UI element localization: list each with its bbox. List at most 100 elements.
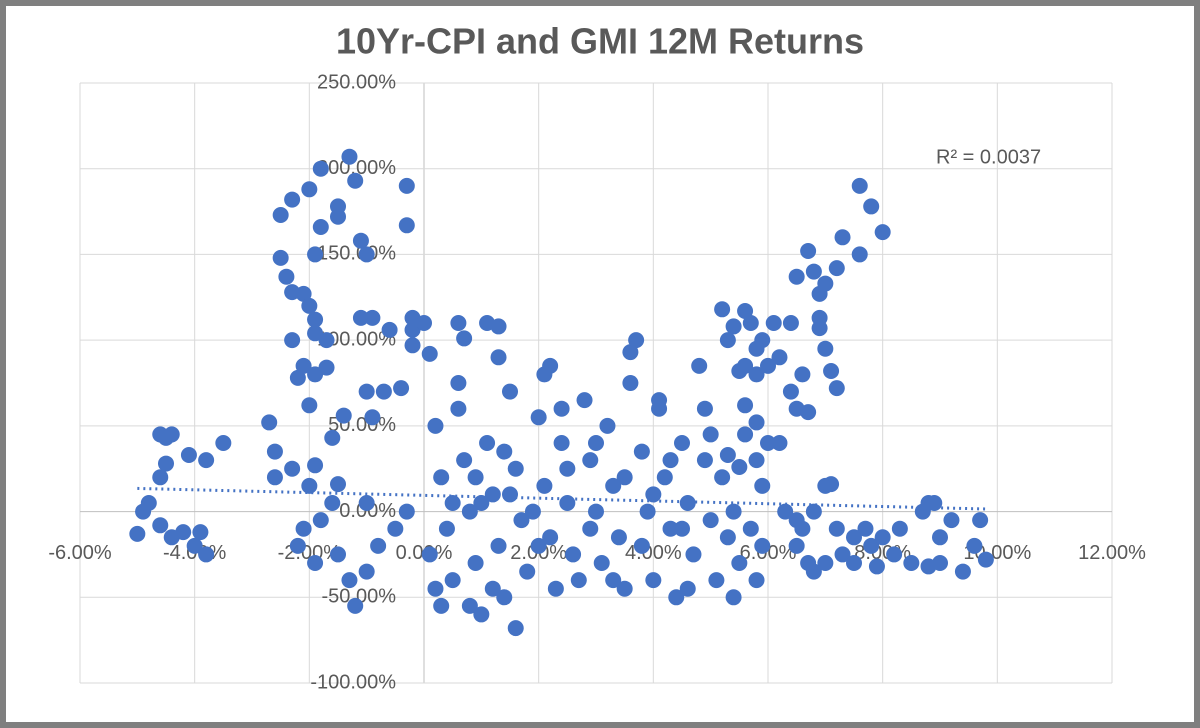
scatter-point [272, 207, 289, 223]
scatter-point [307, 311, 324, 328]
scatter-point [301, 181, 318, 198]
scatter-point [760, 357, 776, 374]
scatter-point [553, 400, 570, 417]
scatter-point [330, 546, 346, 563]
scatter-point [381, 321, 398, 338]
scatter-point [404, 337, 421, 354]
scatter-point [628, 332, 645, 349]
scatter-point [324, 429, 341, 446]
scatter-point [295, 520, 312, 537]
scatter-point [484, 486, 501, 503]
scatter-point [605, 477, 622, 494]
scatter-point [719, 447, 736, 463]
scatter-point [450, 315, 467, 331]
scatter-point [473, 606, 490, 623]
scatter-point [502, 383, 518, 400]
scatter-point [301, 397, 318, 414]
scatter-point [335, 407, 352, 424]
scatter-point [846, 555, 862, 571]
scatter-point [370, 537, 387, 554]
scatter-point [656, 469, 673, 486]
scatter-point [433, 469, 450, 486]
scatter-point [811, 320, 828, 337]
scatter-point [536, 366, 553, 383]
scatter-point [186, 537, 203, 554]
scatter-point [977, 551, 994, 568]
scatter-point [490, 537, 507, 554]
scatter-point [748, 366, 765, 383]
scatter-point [318, 332, 335, 349]
scatter-point [352, 309, 369, 326]
scatter-point [610, 529, 627, 546]
scatter-point [284, 332, 301, 349]
scatter-point [559, 495, 576, 511]
scatter-point [450, 400, 467, 417]
scatter-point [358, 495, 375, 511]
scatter-point [519, 563, 536, 580]
scatter-point [696, 452, 713, 469]
scatter-point [593, 555, 610, 571]
scatter-point [857, 520, 874, 537]
scatter-point [507, 620, 524, 637]
scatter-point [605, 572, 622, 589]
scatter-point [330, 476, 346, 493]
scatter-point [633, 537, 650, 554]
scatter-point [662, 452, 679, 469]
scatter-point [622, 375, 639, 391]
scatter-point [198, 546, 215, 563]
scatter-point [817, 275, 834, 292]
scatter-point [307, 246, 324, 263]
x-tick-label: 4.00% [625, 542, 682, 564]
scatter-point [266, 469, 283, 486]
scatter-point [536, 477, 553, 494]
scatter-point [261, 414, 278, 431]
scatter-point [507, 460, 524, 477]
scatter-point [828, 260, 845, 277]
scatter-point [788, 268, 805, 285]
scatter-point [622, 344, 639, 361]
scatter-point [674, 435, 690, 451]
scatter-point [731, 555, 748, 571]
scatter-point [863, 198, 880, 215]
x-tick-label: -6.00% [48, 542, 112, 564]
scatter-point [966, 537, 983, 554]
scatter-point [868, 558, 885, 575]
scatter-point [685, 546, 702, 563]
scatter-point [312, 160, 329, 177]
scatter-point [731, 363, 748, 379]
scatter-point [530, 409, 547, 426]
scatter-point [737, 397, 754, 414]
scatter-point [398, 217, 415, 234]
scatter-point [679, 580, 696, 597]
scatter-point [851, 246, 868, 263]
scatter-point [496, 443, 513, 460]
scatter-point [702, 426, 719, 443]
scatter-point [891, 520, 908, 537]
scatter-point [530, 537, 547, 554]
scatter-point [467, 469, 484, 486]
scatter-point [398, 177, 415, 194]
scatter-point [295, 357, 312, 374]
scatter-point [129, 525, 146, 542]
scatter-point [800, 404, 817, 421]
scatter-point [467, 555, 484, 571]
scatter-point [289, 537, 306, 554]
scatter-point [817, 555, 834, 571]
scatter-point [318, 359, 335, 376]
scatter-point [725, 589, 742, 606]
scatter-point [427, 417, 444, 434]
scatter-point [570, 572, 587, 589]
scatter-point [748, 340, 765, 357]
scatter-point [152, 469, 169, 486]
scatter-point [794, 366, 811, 383]
scatter-point [416, 315, 432, 331]
scatter-point [714, 301, 731, 318]
scatter-point [863, 537, 880, 554]
scatter-point [725, 503, 742, 520]
scatter-point [588, 503, 604, 520]
scatter-point [719, 332, 736, 349]
scatter-point [461, 503, 478, 520]
scatter-point [805, 503, 822, 520]
scatter-point [828, 520, 845, 537]
scatter-point [782, 383, 799, 400]
